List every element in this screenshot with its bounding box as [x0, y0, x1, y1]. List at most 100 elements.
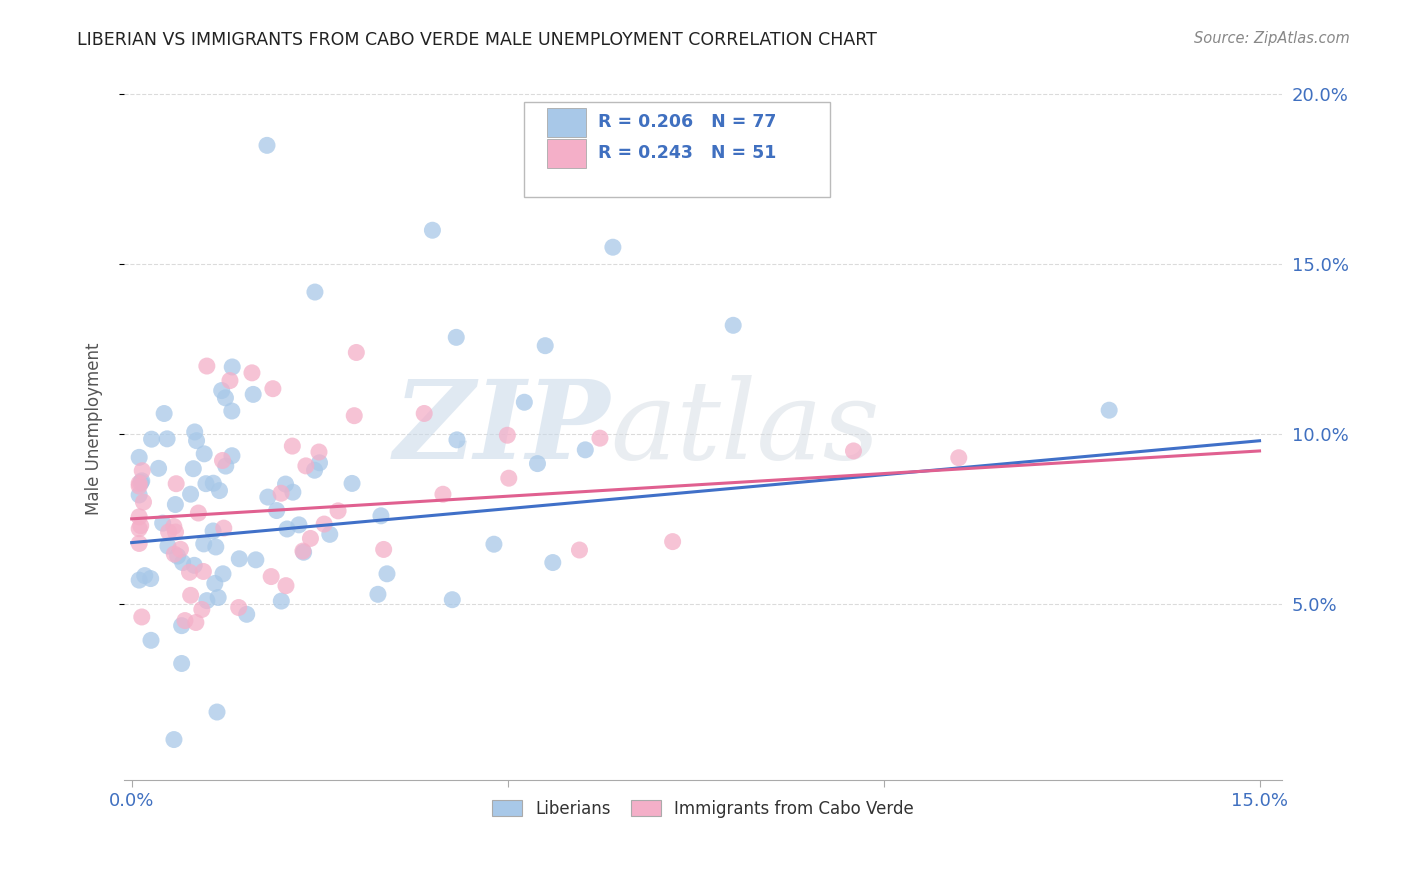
Point [128, 450, 150, 465]
Point [340, 476, 363, 491]
Point [242, 387, 264, 401]
Point [422, 223, 444, 237]
Text: R = 0.206   N = 77: R = 0.206 N = 77 [598, 113, 776, 131]
Point [181, 461, 204, 475]
Point [184, 615, 207, 630]
Point [165, 498, 187, 512]
Point [1098, 403, 1121, 417]
Point [343, 409, 366, 423]
Point [202, 476, 225, 491]
Point [240, 366, 263, 380]
Point [156, 432, 179, 446]
Point [513, 395, 536, 409]
Point [179, 566, 201, 580]
Point [183, 425, 205, 439]
Point [207, 591, 229, 605]
Point [432, 487, 454, 501]
Point [219, 374, 242, 388]
Point [228, 551, 250, 566]
Point [186, 434, 208, 448]
Point [274, 477, 297, 491]
Point [661, 534, 683, 549]
Point [180, 487, 202, 501]
Point [131, 474, 153, 488]
Point [208, 483, 231, 498]
Point [304, 463, 326, 477]
Point [156, 539, 179, 553]
Point [568, 543, 591, 558]
Point [169, 542, 191, 557]
Point [129, 518, 152, 533]
Point [165, 476, 187, 491]
Point [139, 572, 162, 586]
Point [128, 573, 150, 587]
Point [187, 506, 209, 520]
Point [152, 516, 174, 531]
Point [948, 450, 970, 465]
Point [446, 433, 468, 447]
Point [235, 607, 257, 622]
Point [194, 476, 217, 491]
Text: R = 0.243   N = 51: R = 0.243 N = 51 [598, 145, 776, 162]
Point [166, 549, 188, 563]
Point [141, 432, 163, 446]
Point [132, 495, 155, 509]
FancyBboxPatch shape [523, 102, 831, 197]
FancyBboxPatch shape [547, 108, 586, 137]
Point [842, 444, 865, 458]
Point [128, 509, 150, 524]
Point [304, 285, 326, 299]
Point [370, 508, 392, 523]
Point [228, 600, 250, 615]
Point [193, 447, 215, 461]
FancyBboxPatch shape [547, 138, 586, 168]
Point [214, 391, 236, 405]
Point [163, 519, 186, 533]
Point [274, 579, 297, 593]
Point [526, 457, 548, 471]
Point [195, 593, 218, 607]
Point [180, 588, 202, 602]
Point [202, 524, 225, 538]
Point [541, 556, 564, 570]
Point [308, 445, 330, 459]
Point [256, 490, 278, 504]
Point [496, 428, 519, 442]
Point [191, 602, 214, 616]
Text: Source: ZipAtlas.com: Source: ZipAtlas.com [1194, 31, 1350, 46]
Point [128, 479, 150, 493]
Point [262, 382, 284, 396]
Point [314, 517, 336, 532]
Point [441, 592, 464, 607]
Point [498, 471, 520, 485]
Legend: Liberians, Immigrants from Cabo Verde: Liberians, Immigrants from Cabo Verde [485, 793, 921, 825]
Point [128, 522, 150, 536]
Point [589, 431, 612, 445]
Point [211, 384, 233, 398]
Point [148, 461, 170, 475]
Text: LIBERIAN VS IMMIGRANTS FROM CABO VERDE MALE UNEMPLOYMENT CORRELATION CHART: LIBERIAN VS IMMIGRANTS FROM CABO VERDE M… [77, 31, 877, 49]
Point [212, 566, 235, 581]
Point [375, 566, 398, 581]
Point [326, 504, 349, 518]
Point [288, 517, 311, 532]
Point [245, 553, 267, 567]
Point [256, 138, 278, 153]
Point [215, 459, 238, 474]
Point [276, 522, 298, 536]
Point [221, 404, 243, 418]
Point [602, 240, 624, 254]
Point [128, 488, 150, 502]
Point [373, 542, 395, 557]
Point [193, 565, 215, 579]
Point [212, 521, 235, 535]
Point [128, 536, 150, 550]
Point [221, 449, 243, 463]
Point [157, 524, 180, 539]
Point [128, 476, 150, 491]
Point [170, 618, 193, 632]
Point [721, 318, 744, 333]
Point [270, 486, 292, 500]
Point [134, 568, 156, 582]
Point [266, 503, 288, 517]
